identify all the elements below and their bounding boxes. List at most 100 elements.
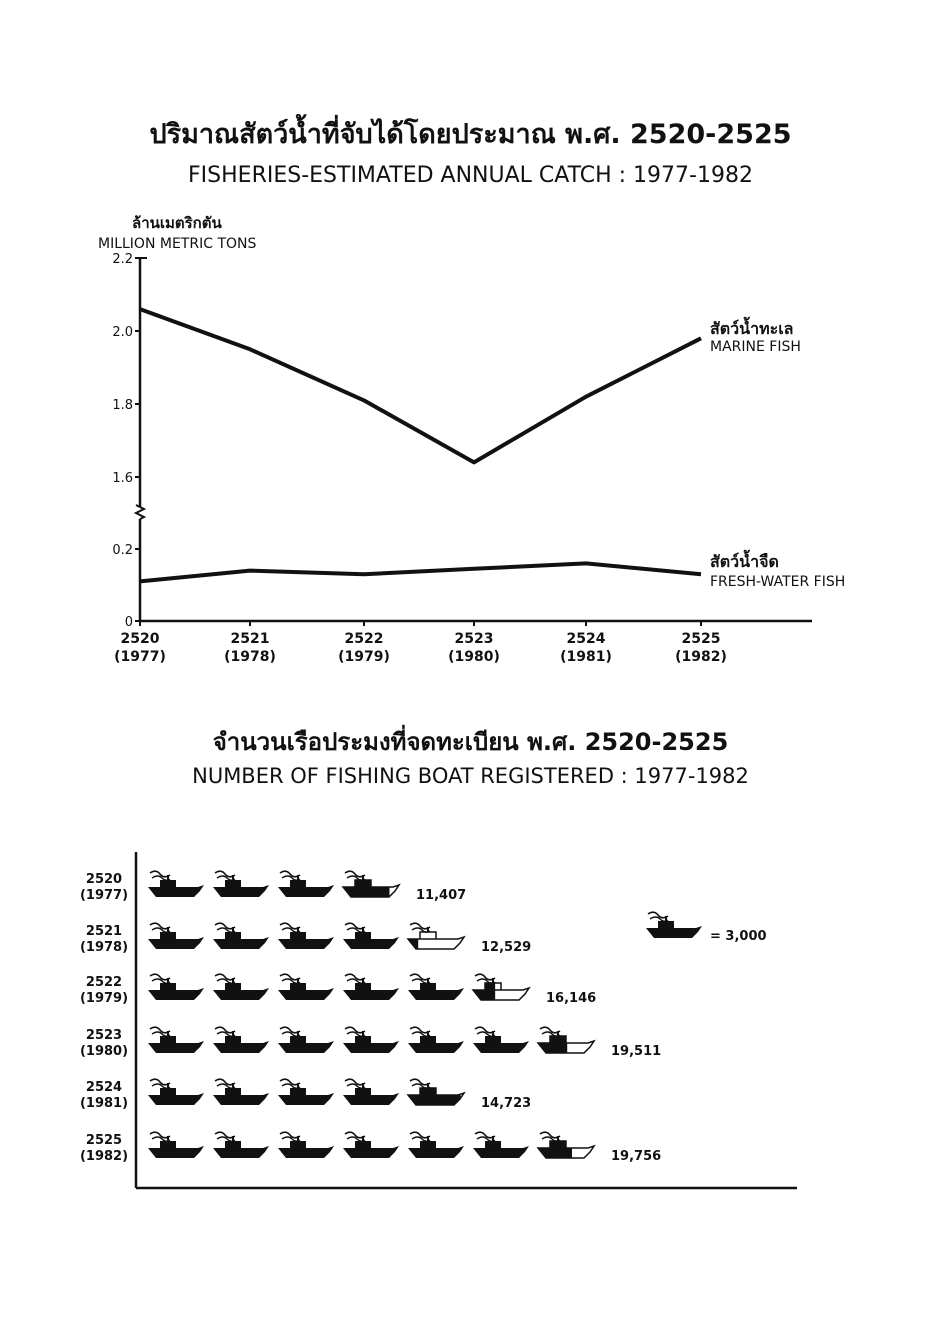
boat-smoke [346, 1031, 366, 1037]
y-tick-label: 0 [125, 615, 133, 630]
boat-smoke [279, 1131, 301, 1139]
x-tick-label-ce: (1979) [338, 649, 390, 665]
y-axis-label: MILLION METRIC TONS [98, 236, 256, 252]
boat-fill [408, 939, 419, 949]
boat-smoke [214, 922, 236, 930]
boat-icon [278, 1131, 334, 1158]
boat-fill [278, 1088, 334, 1105]
boat-fill [408, 983, 464, 1000]
marine-fish-label-thai: สัตว์น้ำทะเล [710, 316, 793, 338]
boat-icon-partial [471, 973, 531, 1001]
boat-icon [278, 922, 334, 949]
boat-smoke [149, 870, 171, 878]
boat-smoke [409, 1131, 431, 1139]
boat-fill [278, 932, 334, 949]
boat-fill [343, 1088, 399, 1105]
boat-fill [473, 1141, 529, 1158]
boat-fill [278, 880, 334, 897]
boat-row-year: 2520 [86, 872, 122, 887]
boat-smoke [149, 1026, 171, 1034]
boat-fill [343, 880, 390, 897]
boat-icon [473, 1131, 529, 1158]
boat-fill [343, 1036, 399, 1053]
boat-row-year: 2522 [86, 975, 122, 990]
boat-icon-partial [406, 1078, 466, 1106]
y-tick-label: 1.8 [112, 398, 133, 413]
boat-smoke [151, 1136, 171, 1142]
boat-fill [278, 1036, 334, 1053]
x-tick-label-ce: (1981) [560, 649, 612, 665]
x-tick-label: 2520 [121, 631, 160, 647]
boat-icon [408, 973, 464, 1000]
boat-row-year: 2524 [86, 1080, 122, 1095]
y-tick-label: 1.6 [112, 471, 133, 486]
boat-smoke [344, 1131, 366, 1139]
boat-smoke [346, 1083, 366, 1089]
boat-smoke [281, 1083, 301, 1089]
boat-smoke [279, 870, 301, 878]
y-axis-label-thai: ล้านเมตริกตัน [132, 214, 223, 232]
boat-smoke [344, 1026, 366, 1034]
boat-icon-partial [536, 1131, 596, 1159]
boat-smoke [281, 978, 301, 984]
boat-smoke [346, 875, 366, 881]
boat-smoke [281, 875, 301, 881]
boat-smoke [149, 922, 171, 930]
boat-icon [213, 870, 269, 897]
boat-fill [213, 880, 269, 897]
boat-value-label: 14,723 [481, 1096, 531, 1111]
boat-icon [408, 1026, 464, 1053]
x-tick-label: 2525 [682, 631, 721, 647]
boat-smoke [344, 973, 366, 981]
boat-fill [408, 1036, 464, 1053]
legend-boat-icon [646, 911, 702, 938]
boat-smoke [411, 927, 431, 933]
boat-smoke [214, 1131, 236, 1139]
y-tick-label: 0.2 [112, 543, 133, 558]
boat-icon [343, 1026, 399, 1053]
boat-row-year: 2523 [86, 1028, 122, 1043]
x-tick-label: 2521 [231, 631, 270, 647]
boat-icon [148, 922, 204, 949]
y-axis-break [133, 504, 147, 520]
boat-fill [148, 932, 204, 949]
x-tick-label-ce: (1977) [114, 649, 166, 665]
boat-value-label: 11,407 [416, 888, 466, 903]
boat-row-year-ce: (1979) [80, 991, 128, 1006]
x-tick-label-ce: (1982) [675, 649, 727, 665]
boat-smoke [539, 1131, 561, 1139]
boat-value-label: 12,529 [481, 940, 531, 955]
boat-icon [278, 870, 334, 897]
boat-smoke [216, 875, 236, 881]
boat-smoke [216, 1083, 236, 1089]
boat-icon [343, 973, 399, 1000]
boat-value-label: 19,756 [611, 1149, 661, 1164]
fresh-water-fish-line [139, 561, 702, 584]
boat-icon [213, 922, 269, 949]
boat-fill [148, 880, 204, 897]
boat-fill [343, 1141, 399, 1158]
boat-icon [278, 973, 334, 1000]
boat-smoke [214, 1078, 236, 1086]
boat-smoke [411, 1136, 431, 1142]
boat-smoke [281, 1136, 301, 1142]
x-tick-label: 2522 [345, 631, 384, 647]
boat-smoke [346, 978, 366, 984]
catch-title-english: FISHERIES-ESTIMATED ANNUAL CATCH : 1977-… [188, 163, 753, 188]
boat-smoke [344, 1078, 366, 1086]
boat-fill [148, 983, 204, 1000]
boat-icon [148, 973, 204, 1000]
boat-smoke [409, 1026, 431, 1034]
boat-smoke [279, 1078, 301, 1086]
boat-smoke [346, 1136, 366, 1142]
boat-smoke [151, 875, 171, 881]
boat-fill [213, 932, 269, 949]
boat-row-year-ce: (1981) [80, 1096, 128, 1111]
boat-icon [343, 1131, 399, 1158]
y-tick-label: 2.0 [112, 325, 133, 340]
boat-title-english: NUMBER OF FISHING BOAT REGISTERED : 1977… [192, 764, 749, 788]
boat-smoke [216, 1136, 236, 1142]
boat-row-year: 2525 [86, 1133, 122, 1148]
boat-fill [213, 983, 269, 1000]
